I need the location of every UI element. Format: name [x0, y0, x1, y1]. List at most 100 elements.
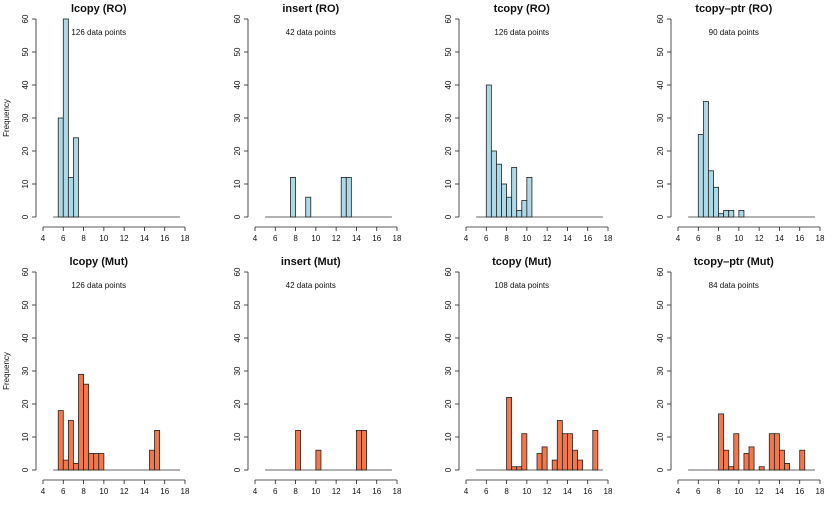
- y-tick-label: 30: [444, 113, 453, 122]
- x-tick-label: 18: [816, 234, 825, 243]
- panel-5: insert (Mut) 42 data points 0 10 20 30 40 50 60 4…: [233, 256, 402, 496]
- y-axis-label: Frequency: [2, 352, 11, 390]
- panel-6: tcopy (Mut) 108 data points 0 10 20 30 40 50 60 4…: [444, 256, 613, 496]
- data-points-label: 90 data points: [709, 28, 759, 37]
- x-tick-label: 4: [253, 234, 258, 243]
- x-tick-label: 14: [352, 487, 361, 496]
- panel-7: tcopy–ptr (Mut) 84 data points 0 10 20 30 40 50…: [656, 256, 825, 496]
- histogram-bar: [511, 167, 518, 218]
- histogram-bar: [93, 453, 100, 471]
- histogram-bar: [67, 176, 74, 218]
- histogram-bar: [551, 459, 558, 471]
- x-tick-label: 4: [676, 487, 681, 496]
- y-tick-label: 50: [444, 47, 453, 56]
- x-tick-label: 8: [293, 234, 298, 243]
- histogram-bar: [511, 466, 518, 471]
- histogram-bar: [743, 453, 750, 471]
- x-tick-label: 10: [311, 487, 320, 496]
- histogram-bar: [67, 420, 74, 471]
- x-tick-label: 16: [160, 234, 169, 243]
- histogram-bar: [490, 150, 497, 218]
- histogram-bar: [723, 209, 730, 218]
- y-tick-label: 60: [444, 267, 453, 276]
- x-tick-label: 4: [41, 234, 46, 243]
- y-tick-label: 10: [21, 179, 30, 188]
- data-points-label: 108 data points: [494, 281, 549, 290]
- y-tick-label: 20: [444, 146, 453, 155]
- data-points-label: 126 data points: [71, 281, 126, 290]
- x-tick-label: 12: [755, 487, 764, 496]
- histogram-bar: [697, 134, 704, 218]
- y-tick-label: 30: [233, 366, 242, 375]
- histogram-bar: [340, 176, 347, 218]
- x-tick-label: 8: [81, 487, 86, 496]
- x-tick-label: 16: [372, 487, 381, 496]
- panel-1: insert (RO) 42 data points 0 10 20 30 40 50 60 4 6…: [233, 3, 402, 243]
- x-tick-label: 8: [504, 234, 509, 243]
- x-tick-label: 4: [253, 487, 258, 496]
- y-tick-label: 30: [656, 366, 665, 375]
- y-tick-label: 60: [656, 14, 665, 23]
- y-tick-label: 40: [21, 80, 30, 89]
- histogram-bar: [154, 429, 161, 471]
- histogram-bar: [748, 446, 755, 471]
- panel-title: tcopy (RO): [494, 3, 551, 15]
- y-tick-label: 10: [233, 432, 242, 441]
- y-tick-label: 30: [656, 113, 665, 122]
- histogram-bar: [521, 433, 528, 471]
- x-tick-label: 6: [61, 487, 66, 496]
- y-tick-label: 60: [233, 267, 242, 276]
- y-tick-label: 60: [444, 14, 453, 23]
- x-tick-label: 14: [352, 234, 361, 243]
- x-tick-label: 12: [332, 487, 341, 496]
- panel-title: lcopy (RO): [71, 3, 127, 15]
- y-tick-label: 30: [21, 113, 30, 122]
- histogram-bar: [733, 433, 740, 471]
- histogram-bar: [567, 433, 573, 471]
- x-tick-label: 6: [61, 234, 66, 243]
- panel-3: tcopy–ptr (RO) 90 data points 0 10 20 30 40 50 6…: [656, 3, 825, 243]
- y-tick-label: 0: [21, 467, 30, 472]
- histogram-bar: [561, 433, 568, 471]
- histogram-bar: [592, 429, 599, 471]
- panel-title: tcopy–ptr (Mut): [694, 256, 774, 268]
- x-tick-label: 10: [522, 234, 531, 243]
- x-tick-label: 4: [464, 487, 469, 496]
- y-tick-label: 50: [656, 300, 665, 309]
- y-tick-label: 40: [656, 80, 665, 89]
- x-tick-label: 16: [795, 487, 804, 496]
- x-tick-label: 16: [583, 487, 592, 496]
- histogram-bar: [73, 462, 79, 471]
- x-tick-label: 10: [311, 234, 320, 243]
- x-tick-label: 10: [734, 234, 743, 243]
- x-tick-label: 8: [716, 234, 721, 243]
- y-tick-label: 20: [656, 146, 665, 155]
- y-tick-label: 40: [21, 333, 30, 342]
- x-tick-label: 4: [41, 487, 46, 496]
- histogram-bar: [98, 453, 105, 471]
- data-points-label: 42 data points: [286, 28, 336, 37]
- y-tick-label: 30: [21, 366, 30, 375]
- y-tick-label: 40: [233, 333, 242, 342]
- y-tick-label: 10: [656, 179, 665, 188]
- histogram-bar: [149, 449, 155, 471]
- histogram-bar: [485, 84, 492, 218]
- x-tick-label: 16: [372, 234, 381, 243]
- panel-title: insert (Mut): [281, 256, 341, 268]
- histogram-bar: [496, 163, 502, 218]
- histogram-bar: [305, 196, 312, 218]
- x-tick-label: 4: [464, 234, 469, 243]
- histogram-bar: [506, 396, 513, 471]
- y-tick-label: 0: [444, 467, 453, 472]
- x-tick-label: 8: [81, 234, 86, 243]
- histogram-bar: [758, 466, 765, 471]
- y-tick-label: 10: [444, 179, 453, 188]
- histogram-bar: [799, 449, 806, 471]
- x-tick-label: 12: [543, 234, 552, 243]
- histogram-bar: [78, 373, 84, 471]
- histogram-bar: [536, 453, 543, 471]
- histogram-bar: [88, 453, 95, 471]
- histogram-bar: [577, 459, 584, 471]
- histogram-bar: [506, 196, 513, 218]
